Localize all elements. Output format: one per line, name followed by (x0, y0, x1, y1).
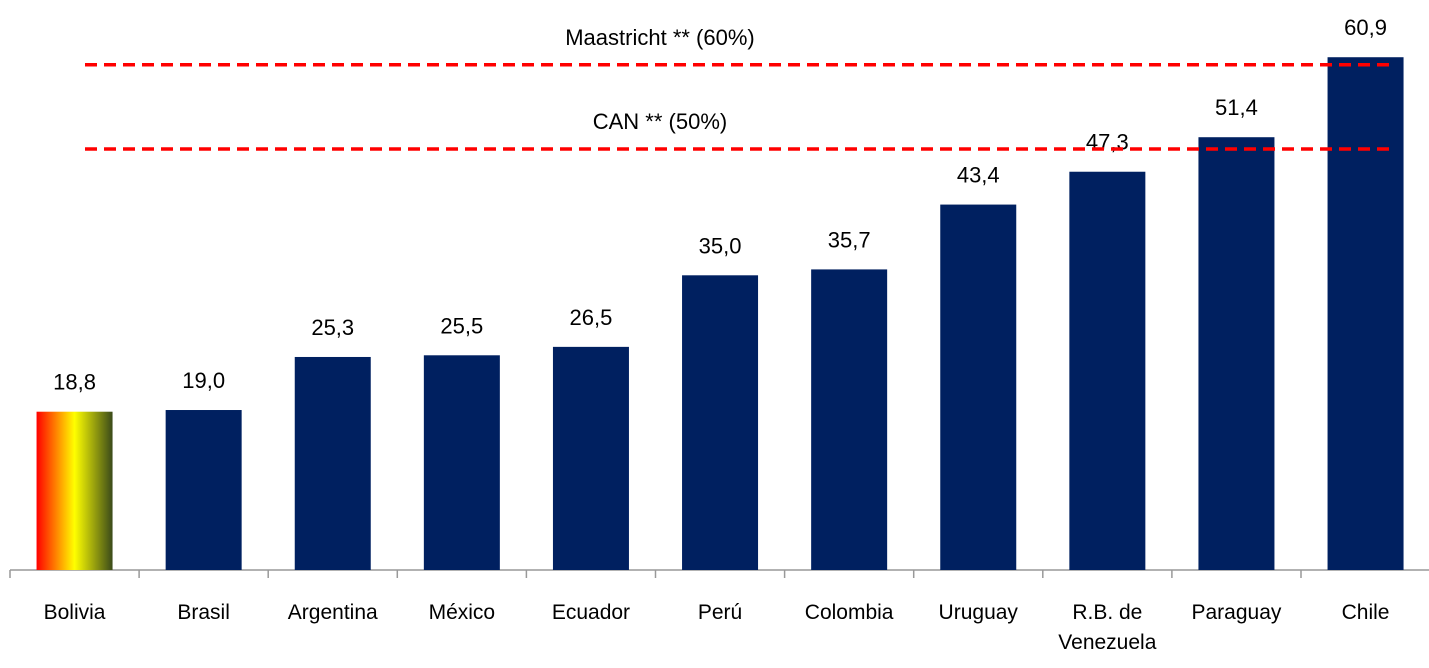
value-label: 25,5 (440, 313, 483, 338)
bar (811, 269, 888, 570)
x-tick-label: Argentina (287, 601, 378, 624)
value-label: 43,4 (957, 163, 1000, 188)
bar (1069, 171, 1146, 570)
value-label: 19,0 (182, 368, 225, 393)
x-tick-label: Ecuador (551, 601, 631, 624)
x-tick-label: Chile (1341, 601, 1390, 624)
value-label: 26,5 (570, 305, 613, 330)
value-label: 35,0 (699, 233, 742, 258)
reference-label: Maastricht ** (60%) (565, 25, 755, 50)
value-label: 51,4 (1215, 95, 1258, 120)
x-tick-label: R.B. de Venezuela (1058, 601, 1157, 654)
bar (940, 204, 1017, 570)
value-label: 35,7 (828, 227, 871, 252)
bar (682, 275, 759, 570)
x-tick-label: Paraguay (1191, 601, 1282, 624)
bar (552, 346, 629, 570)
x-tick-label: México (428, 601, 496, 624)
x-tick-label: Perú (697, 601, 743, 624)
bar (423, 355, 500, 570)
x-tick-label: Colombia (804, 601, 894, 624)
x-tick-label: Uruguay (938, 601, 1018, 624)
bar (294, 356, 371, 570)
value-label: 47,3 (1086, 130, 1129, 155)
value-label: 25,3 (311, 315, 354, 340)
x-tick-label: Bolivia (43, 601, 106, 624)
value-label: 18,8 (53, 370, 96, 395)
value-label: 60,9 (1344, 15, 1387, 40)
reference-label: CAN ** (50%) (593, 109, 727, 134)
bar (1198, 137, 1275, 570)
x-tick-label: Brasil (177, 601, 230, 624)
bar (165, 410, 242, 570)
bar (36, 411, 113, 570)
bar (1327, 57, 1404, 571)
